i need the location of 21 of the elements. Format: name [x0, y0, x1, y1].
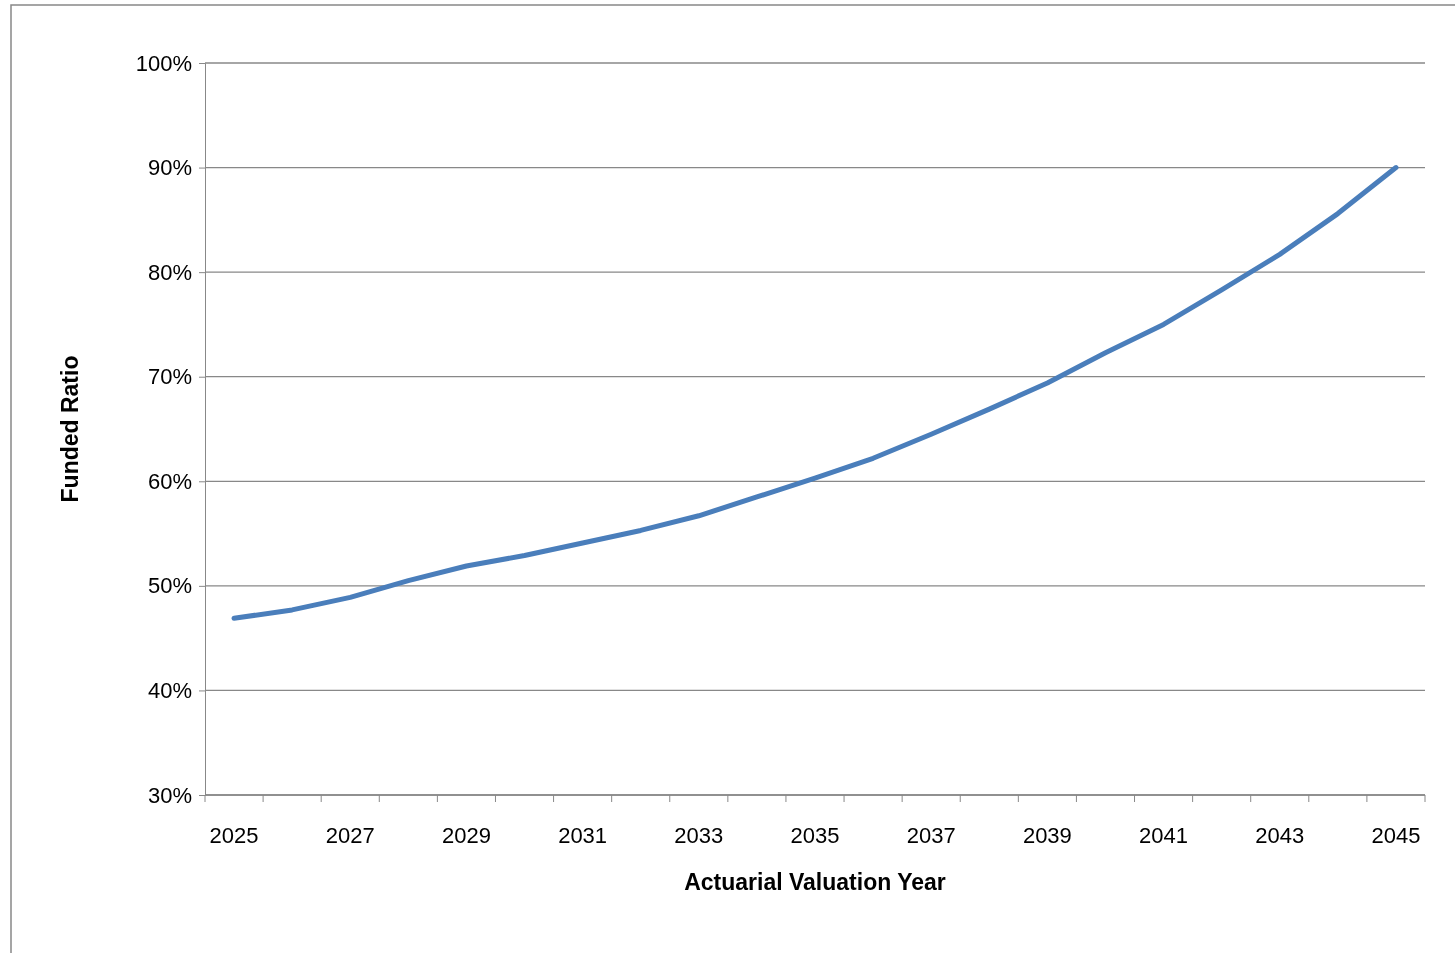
y-tick-label: 100%	[135, 50, 192, 76]
x-tick-label: 2035	[790, 823, 840, 848]
y-tick-label: 60%	[147, 468, 192, 494]
x-tick-label: 2043	[1255, 823, 1305, 848]
y-axis-title: Funded Ratio	[57, 355, 83, 503]
x-tick-label: 2025	[209, 823, 259, 848]
y-tick-label: 30%	[147, 782, 192, 808]
y-tick-label: 90%	[147, 155, 192, 181]
y-tick-label: 40%	[147, 677, 192, 703]
x-tick-label: 2033	[674, 823, 724, 848]
x-tick-label: 2027	[325, 823, 375, 848]
x-tick-label: 2045	[1371, 823, 1421, 848]
x-tick-label: 2031	[558, 823, 608, 848]
y-tick-label: 50%	[147, 573, 192, 599]
x-tick-label: 2029	[441, 823, 491, 848]
x-axis-title: Actuarial Valuation Year	[684, 869, 946, 895]
y-tick-label: 70%	[147, 364, 192, 390]
x-tick-label: 2037	[906, 823, 956, 848]
x-tick-label: 2041	[1139, 823, 1189, 848]
y-tick-label: 80%	[147, 259, 192, 285]
x-tick-label: 2039	[1022, 823, 1072, 848]
